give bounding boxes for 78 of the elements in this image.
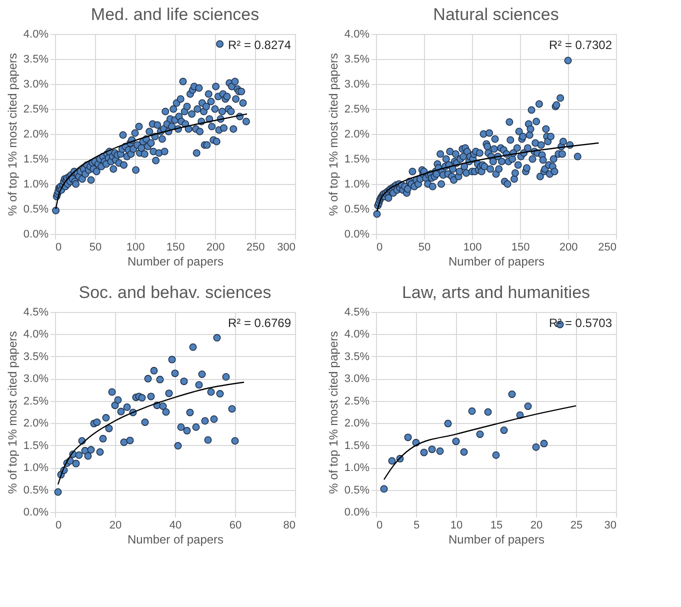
y-tick-label: 0.5% (344, 204, 370, 216)
y-tick-label: 2.0% (23, 128, 49, 140)
x-tick-label: 150 (166, 242, 185, 254)
y-axis-title: % of top 1% most cited papers (326, 331, 340, 494)
x-tick-label: 15 (490, 520, 503, 532)
x-tick-label: 0 (376, 242, 383, 254)
chart-title: Soc. and behav. sciences (78, 283, 272, 302)
y-tick-label: 1.5% (344, 440, 370, 452)
x-tick-label: 50 (418, 242, 431, 254)
y-tick-label: 4.0% (344, 328, 370, 341)
x-tick-label: 0 (56, 520, 62, 532)
y-tick-label: 3.5% (344, 350, 370, 363)
y-tick-label: 4.5% (344, 306, 370, 318)
y-tick-label: 2.0% (344, 418, 370, 430)
y-tick-label: 1.5% (23, 440, 49, 452)
annotation: R² = 0.6769 (228, 316, 292, 330)
y-axis-title: % of top 1% most cited papers (326, 53, 340, 216)
y-tick-label: 0.5% (23, 484, 49, 496)
y-tick-label: 0.0% (23, 506, 49, 518)
y-tick-label: 1.0% (23, 462, 49, 474)
x-tick-label: 100 (126, 242, 145, 254)
y-tick-label: 1.0% (344, 462, 370, 474)
x-tick-label: 100 (463, 242, 482, 254)
y-tick-label: 1.5% (344, 154, 370, 166)
y-tick-label: 2.0% (344, 128, 370, 140)
y-tick-label: 2.5% (23, 104, 49, 116)
x-tick-label: 300 (277, 242, 296, 254)
y-tick-label: 0.0% (344, 506, 370, 518)
y-tick-label: 4.0% (23, 328, 49, 341)
y-tick-label: 1.0% (23, 178, 49, 190)
y-tick-label: 0.0% (344, 228, 370, 240)
y-tick-label: 3.0% (23, 78, 49, 90)
y-tick-label: 3.5% (344, 54, 370, 66)
x-axis-title: Number of papers (127, 532, 224, 546)
x-tick-label: 10 (450, 520, 463, 532)
y-tick-label: 3.5% (23, 54, 49, 66)
y-tick-label: 2.5% (344, 395, 370, 408)
x-tick-label: 25 (570, 520, 583, 532)
chart-title: Natural sciences (433, 5, 559, 24)
y-tick-label: 1.5% (23, 154, 49, 166)
y-tick-label: 2.5% (344, 104, 370, 116)
x-tick-label: 20 (530, 520, 543, 532)
y-tick-label: 1.0% (344, 178, 370, 190)
x-tick-label: 0 (56, 242, 62, 254)
x-axis-title: Number of papers (448, 254, 545, 268)
y-tick-label: 0.0% (23, 228, 49, 240)
x-tick-label: 200 (559, 242, 578, 254)
x-tick-label: 250 (598, 242, 616, 254)
y-tick-label: 0.5% (23, 204, 49, 216)
x-tick-label: 0 (376, 520, 383, 532)
x-tick-label: 200 (206, 242, 225, 254)
y-tick-label: 0.5% (344, 484, 370, 496)
x-tick-label: 60 (229, 520, 242, 532)
x-tick-label: 250 (246, 242, 265, 254)
y-tick-label: 4.0% (23, 28, 49, 40)
x-tick-label: 30 (604, 520, 616, 532)
y-tick-label: 3.0% (344, 78, 370, 90)
x-tick-label: 150 (511, 242, 530, 254)
x-tick-label: 5 (413, 520, 420, 532)
y-tick-label: 4.5% (23, 306, 49, 318)
y-tick-label: 4.0% (344, 28, 370, 40)
x-tick-label: 80 (283, 520, 296, 532)
annotation: R² = 0.8274 (228, 38, 292, 52)
x-axis-title: Number of papers (448, 532, 545, 546)
y-tick-label: 3.0% (23, 373, 49, 386)
x-tick-label: 20 (109, 520, 122, 532)
chart-title: Law, arts and humanities (402, 283, 590, 302)
annotation: R² = 0.7302 (548, 38, 612, 52)
y-tick-label: 3.0% (344, 373, 370, 386)
x-tick-label: 40 (169, 520, 182, 532)
y-tick-label: 2.0% (23, 418, 49, 430)
chart-title: Med. and life sciences (90, 5, 260, 24)
y-tick-label: 3.5% (23, 350, 49, 363)
y-tick-label: 2.5% (23, 395, 49, 408)
y-axis-title: % of top 1% most cited papers (5, 331, 20, 494)
x-axis-title: Number of papers (127, 254, 224, 268)
x-tick-label: 50 (89, 242, 102, 254)
y-axis-title: % of top 1% most cited papers (5, 53, 20, 216)
